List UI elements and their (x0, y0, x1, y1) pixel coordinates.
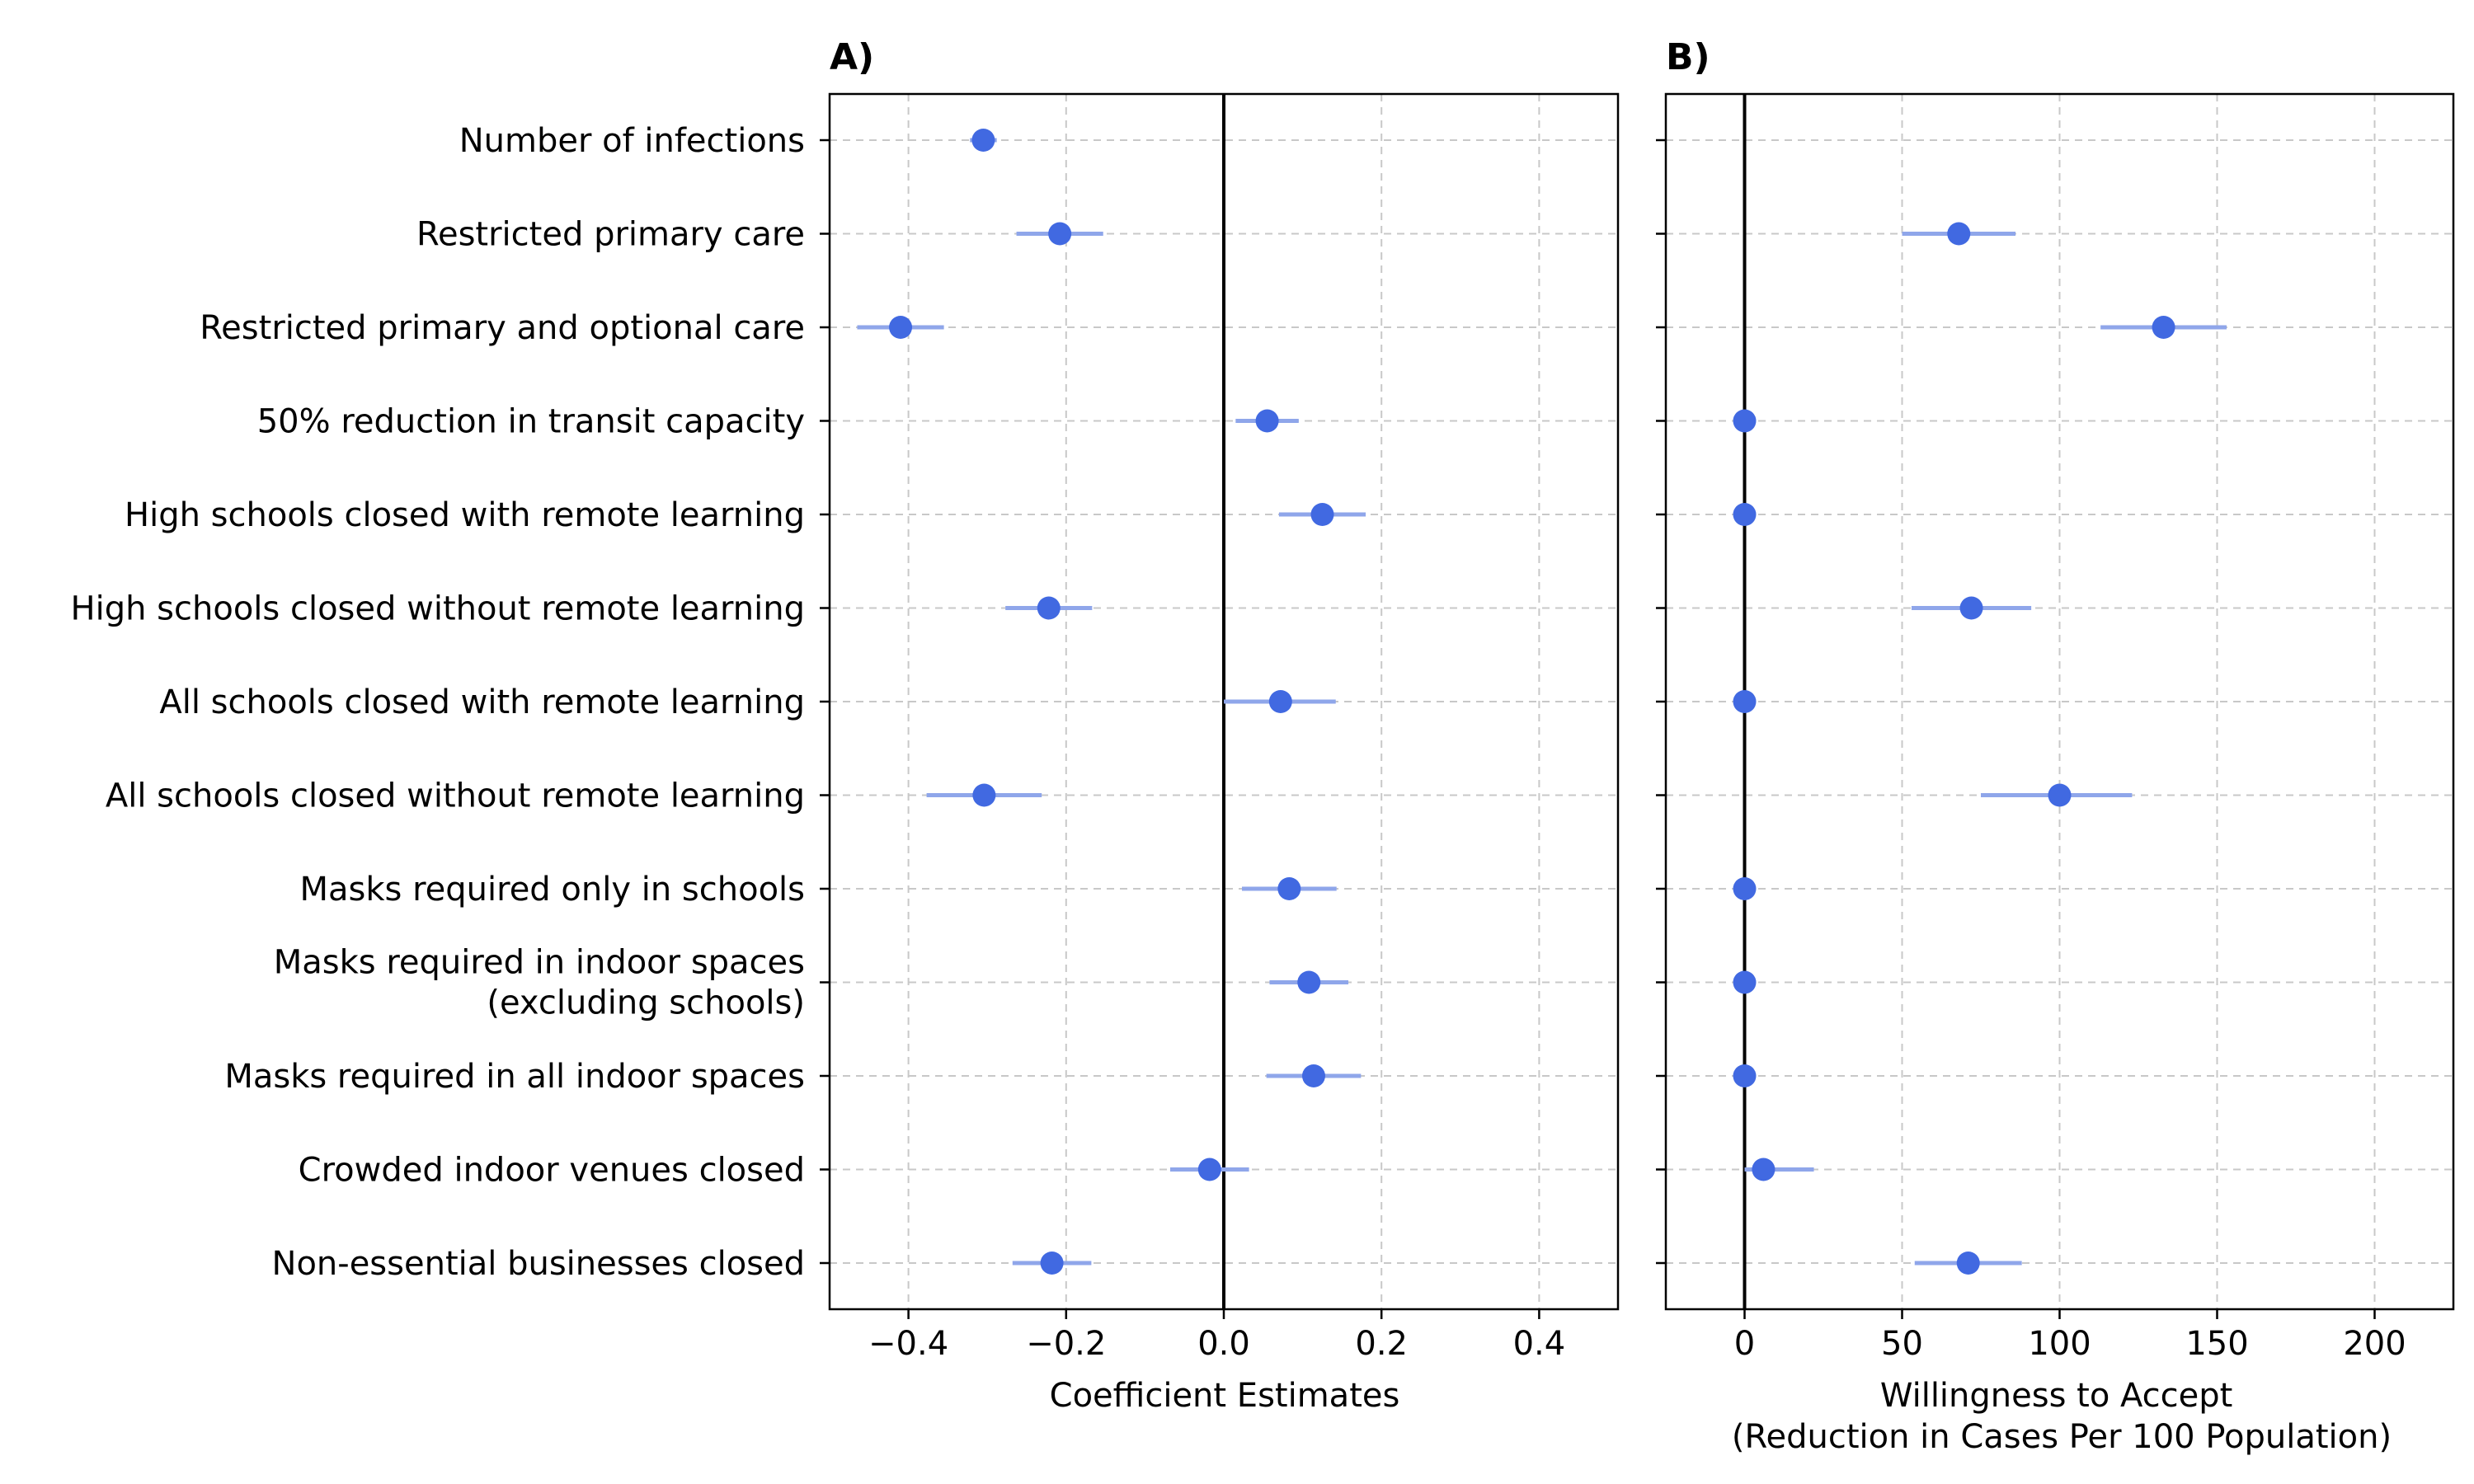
panel-b-point-1 (1947, 222, 1971, 246)
category-label-2: Restricted primary and optional care (200, 309, 805, 347)
category-label-11-line-0: Crowded indoor venues closed (299, 1152, 805, 1190)
category-label-9-line-0: Masks required in indoor spaces (274, 944, 805, 982)
panel-a-point-5 (1037, 596, 1061, 620)
panel-a-point-3 (1255, 409, 1279, 433)
panel-b-point-6 (1733, 690, 1757, 713)
category-label-11: Crowded indoor venues closed (299, 1152, 805, 1190)
panel-b-x-tick-label-4: 200 (2343, 1325, 2406, 1363)
panel-a-point-2 (889, 316, 913, 339)
panel-b-point-11 (1752, 1158, 1776, 1181)
category-label-5-line-0: High schools closed without remote learn… (71, 590, 805, 628)
category-label-7-line-0: All schools closed without remote learni… (106, 777, 805, 815)
category-label-10: Masks required in all indoor spaces (224, 1058, 805, 1096)
category-label-8-line-0: Masks required only in schools (300, 871, 805, 909)
category-label-4-line-0: High schools closed with remote learning (125, 496, 805, 534)
category-label-3-line-0: 50% reduction in transit capacity (257, 403, 805, 441)
panel-b-point-3 (1733, 409, 1757, 433)
category-label-0-line-0: Number of infections (459, 122, 805, 160)
panel-a-point-10 (1301, 1064, 1325, 1087)
category-label-3: 50% reduction in transit capacity (257, 403, 805, 441)
panel-b-point-4 (1733, 503, 1757, 526)
panel-a-x-tick-label-4: 0.4 (1513, 1325, 1566, 1363)
panel-b-x-tick-label-2: 100 (2028, 1325, 2091, 1363)
category-label-6: All schools closed with remote learning (159, 683, 805, 721)
category-label-12-line-0: Non-essential businesses closed (272, 1245, 805, 1283)
panel-a-point-6 (1268, 690, 1292, 713)
panel-b-x-tick-label-1: 50 (1881, 1325, 1923, 1363)
panel-a-title: A) (830, 36, 874, 78)
panel-a-point-11 (1197, 1158, 1221, 1181)
panel-a-point-12 (1040, 1252, 1064, 1275)
panel-b-title: B) (1666, 36, 1710, 78)
panel-a-point-8 (1277, 877, 1301, 900)
panel-a-point-9 (1297, 970, 1321, 994)
panel-a-point-1 (1048, 222, 1072, 246)
panel-b-point-8 (1733, 877, 1757, 900)
panel-b-x-axis-label: Willingness to Accept (Reduction in Case… (1732, 1377, 2392, 1456)
category-label-8: Masks required only in schools (300, 871, 805, 909)
panel-a-coefficient-estimates: A) Coefficient Estimates −0.4 −0.2 0.0 0.2 0… (71, 36, 1620, 1415)
panel-a-x-axis-label-line: Coefficient Estimates (1050, 1377, 1400, 1415)
panel-b-point-9 (1733, 970, 1757, 994)
panel-a-point-7 (972, 783, 996, 807)
panel-b-x-tick-label-0: 0 (1734, 1325, 1755, 1363)
category-label-12: Non-essential businesses closed (272, 1245, 805, 1283)
panel-b-grid (1666, 94, 2453, 1309)
panel-a-x-tick-label-1: −0.2 (1026, 1325, 1106, 1363)
category-label-10-line-0: Masks required in all indoor spaces (224, 1058, 805, 1096)
panel-a-point-0 (971, 129, 995, 152)
panel-b-point-10 (1733, 1064, 1757, 1087)
category-label-4: High schools closed with remote learning (125, 496, 805, 534)
panel-a-x-axis-label: Coefficient Estimates (1050, 1377, 1400, 1415)
category-label-5: High schools closed without remote learn… (71, 590, 805, 628)
panel-b-x-tick-label-3: 150 (2185, 1325, 2248, 1363)
panel-b-point-7 (2048, 783, 2072, 807)
category-label-7: All schools closed without remote learni… (106, 777, 805, 815)
panel-b-x-axis-label-line-2: (Reduction in Cases Per 100 Population) (1732, 1418, 2392, 1456)
category-label-6-line-0: All schools closed with remote learning (159, 683, 805, 721)
category-label-2-line-0: Restricted primary and optional care (200, 309, 805, 347)
panel-b-point-5 (1959, 596, 1983, 620)
category-label-9: Masks required in indoor spaces (excludin… (274, 944, 805, 1022)
category-label-9-line-1: (excluding schools) (487, 984, 805, 1022)
panel-b-point-2 (2152, 316, 2175, 339)
panel-a-x-tick-label-0: −0.4 (868, 1325, 948, 1363)
panel-b-willingness-to-accept: B) Willingness to Accept (Reduction in C… (1656, 36, 2455, 1456)
panel-a-x-tick-label-2: 0.0 (1197, 1325, 1250, 1363)
category-label-0: Number of infections (459, 122, 805, 160)
category-label-1-line-0: Restricted primary care (416, 216, 805, 254)
panel-b-point-12 (1956, 1252, 1980, 1275)
panel-a-point-4 (1310, 503, 1334, 526)
category-label-1: Restricted primary care (416, 216, 805, 254)
panel-a-x-tick-label-3: 0.2 (1355, 1325, 1408, 1363)
panel-b-x-axis-label-line-1: Willingness to Accept (1880, 1377, 2232, 1415)
